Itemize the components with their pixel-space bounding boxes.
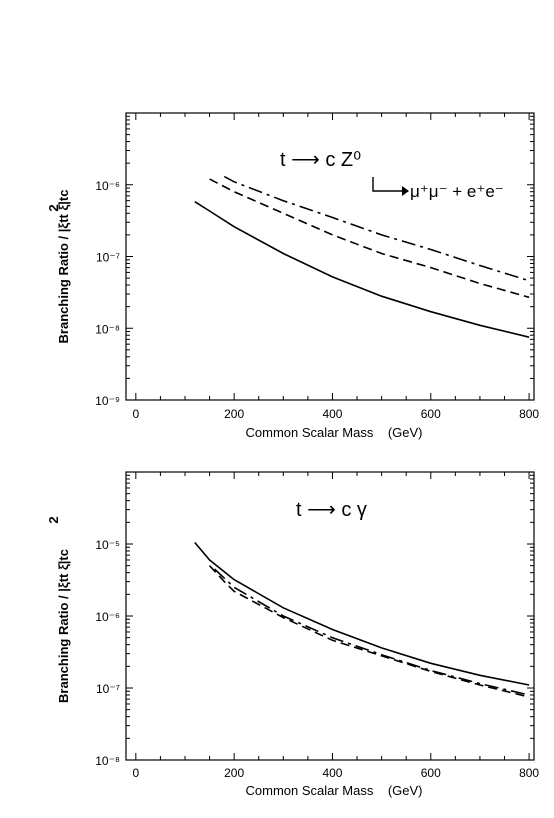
x-tick-label: 0 — [132, 766, 139, 780]
y-tick-label: 10⁻⁶ — [95, 610, 120, 624]
decay-arrow — [372, 177, 402, 192]
process-annotation: t ⟶ c γ — [296, 499, 367, 521]
series-line-dashdot — [223, 175, 530, 282]
y-axis-label-exponent: 2 — [46, 204, 61, 211]
y-tick-label: 10⁻⁸ — [95, 322, 120, 336]
decay-arrow-head — [402, 186, 409, 196]
x-axis-label: Common Scalar Mass (GeV) — [246, 783, 423, 798]
chart-top: 0 200 400 600 800 10⁻⁹ 10⁻⁸ 10⁻⁷ 10⁻⁶ Common Scal… — [46, 112, 539, 440]
x-tick-label: 800 — [519, 407, 539, 421]
x-axis-label: Common Scalar Mass (GeV) — [246, 425, 423, 440]
process-annotation: t ⟶ c Z⁰ — [280, 149, 361, 171]
series-line-solid — [194, 541, 530, 686]
y-axis-label: Branching Ratio / |ξtt ξ̄|tc — [56, 549, 71, 703]
chart-bottom: 0 200 400 600 800 10⁻⁸ 10⁻⁷ 10⁻⁶ 10⁻⁵ Common Scal… — [46, 471, 539, 798]
y-tick-label: 10⁻⁷ — [96, 682, 120, 696]
x-tick-label: 600 — [421, 766, 441, 780]
x-tick-label: 800 — [519, 766, 539, 780]
series-line-dashdot — [213, 568, 530, 696]
series-line-dashed — [209, 565, 530, 698]
decay-channel-annotation: μ⁺μ⁻ + e⁺e⁻ — [410, 182, 504, 201]
x-tick-label: 0 — [132, 407, 139, 421]
x-tick-label: 400 — [322, 766, 342, 780]
y-tick-label: 10⁻⁶ — [95, 179, 120, 193]
y-tick-label: 10⁻⁹ — [95, 394, 120, 408]
x-tick-label: 200 — [224, 766, 244, 780]
series-line-dashed — [209, 178, 530, 299]
y-tick-label: 10⁻⁷ — [96, 251, 120, 265]
y-axis-label: Branching Ratio / |ξtt ξ̄|tc — [56, 190, 71, 344]
series-line-solid — [194, 201, 530, 338]
x-tick-label: 200 — [224, 407, 244, 421]
x-tick-label: 400 — [322, 407, 342, 421]
y-tick-label: 10⁻⁸ — [95, 754, 120, 768]
y-axis-label-exponent: 2 — [46, 516, 61, 523]
x-tick-label: 600 — [421, 407, 441, 421]
y-tick-label: 10⁻⁵ — [95, 538, 120, 552]
